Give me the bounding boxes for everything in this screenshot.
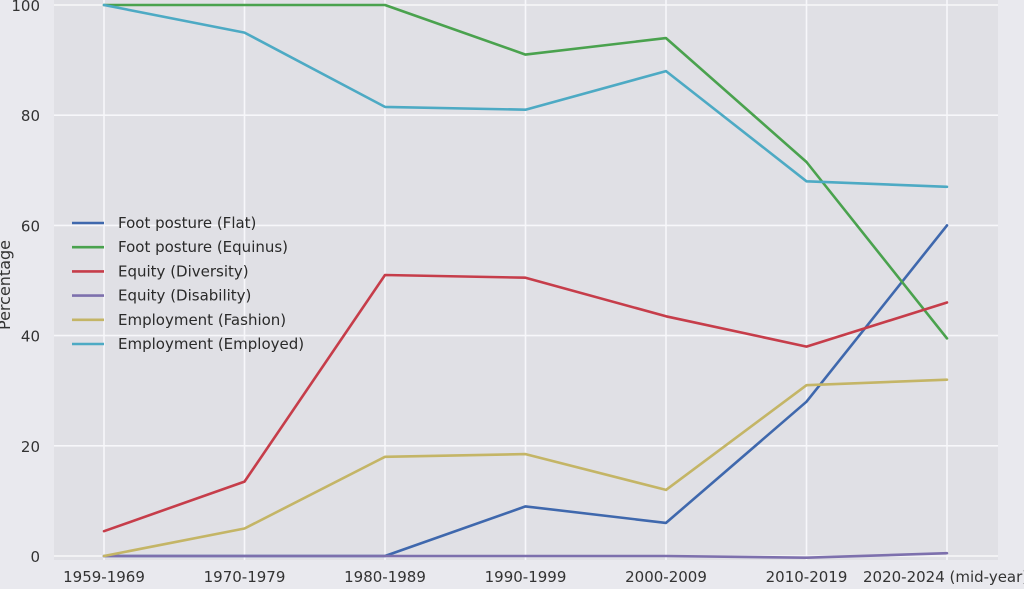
series-line-2 [102, 273, 949, 533]
series-line-4 [102, 378, 949, 558]
x-tick-label: 1970-1979 [204, 568, 286, 586]
x-axis: 1959-1969 1970-1979 1980-1989 1990-1999 2000… [63, 568, 1024, 586]
y-tick-label: 80 [21, 107, 40, 125]
legend-entry-label: Equity (Disability) [118, 287, 251, 305]
x-tick-label: 2010-2019 [766, 568, 848, 586]
series-line-1 [102, 3, 949, 340]
series-line-5 [102, 3, 949, 189]
x-tick-label: 1959-1969 [63, 568, 145, 586]
legend: Foot posture (Flat) Foot posture (Equinus… [72, 214, 304, 353]
x-tick-label: 1980-1989 [344, 568, 426, 586]
legend-entry-label: Employment (Fashion) [118, 311, 286, 329]
grid-lines [54, 0, 998, 560]
y-axis-label: Percentage [0, 240, 14, 330]
x-tick-label: 1990-1999 [485, 568, 567, 586]
y-tick-label: 60 [21, 217, 40, 235]
y-axis: 0 20 40 60 80 100 [11, 0, 40, 566]
legend-entry-label: Foot posture (Flat) [118, 214, 256, 232]
x-tick-label: 2000-2009 [625, 568, 707, 586]
series-line-3 [102, 551, 949, 560]
legend-entry-label: Equity (Diversity) [118, 262, 249, 280]
y-tick-label: 0 [30, 548, 40, 566]
legend-entry-label: Employment (Employed) [118, 335, 304, 353]
y-tick-label: 20 [21, 438, 40, 456]
legend-entry-label: Foot posture (Equinus) [118, 238, 288, 256]
series-lines [102, 3, 949, 560]
y-tick-label: 40 [21, 328, 40, 346]
x-tick-label: 2020-2024 (mid-year) [863, 568, 1024, 586]
y-tick-label: 100 [11, 0, 40, 15]
